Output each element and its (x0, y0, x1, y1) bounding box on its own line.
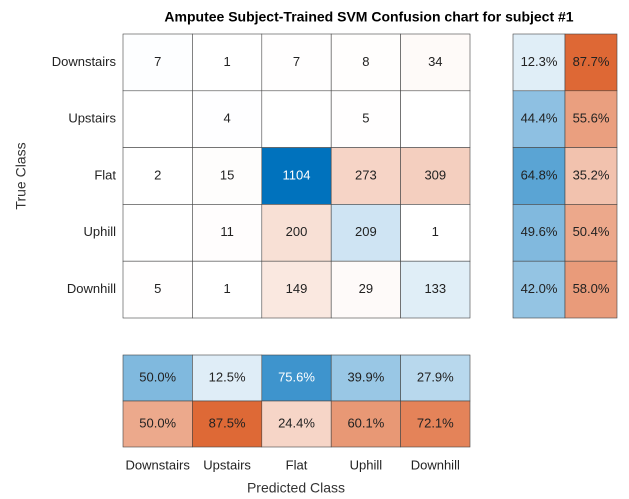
matrix-cell (261, 147, 332, 205)
column-label: Uphill (350, 457, 383, 472)
matrix-cell (400, 260, 471, 319)
column-summary-cell (192, 400, 263, 448)
cell-value: 2 (154, 167, 161, 182)
column-label: Upstairs (203, 457, 251, 472)
row-summary-label: 87.7% (573, 54, 610, 69)
cell-value: 273 (355, 167, 377, 182)
row-summary-label: 42.0% (521, 281, 558, 296)
column-summary-cell (261, 400, 332, 448)
matrix-cell (330, 260, 401, 319)
chart-title: Amputee Subject-Trained SVM Confusion ch… (164, 9, 573, 25)
matrix-cell (192, 260, 263, 319)
column-summary-label: 50.0% (139, 415, 176, 430)
row-summary-label: 58.0% (573, 281, 610, 296)
matrix-cell (192, 90, 263, 148)
column-summary-cell (330, 354, 401, 402)
matrix-cell (261, 260, 332, 319)
cell-value: 7 (154, 54, 161, 69)
cell-value: 4 (223, 111, 230, 126)
row-summary-cell (564, 90, 618, 148)
matrix-cell (261, 33, 332, 92)
column-summary-label: 50.0% (139, 369, 176, 384)
column-summary-cell (400, 354, 471, 402)
row-summary-label: 35.2% (573, 167, 610, 182)
row-label: Uphill (83, 224, 116, 239)
cell-value: 209 (355, 224, 377, 239)
column-summary-label: 12.5% (209, 369, 246, 384)
row-label: Upstairs (68, 111, 116, 126)
cell-value: 15 (220, 167, 234, 182)
cell-value: 1 (432, 224, 439, 239)
cell-value: 1 (223, 281, 230, 296)
cell-value: 29 (359, 281, 373, 296)
row-summary-label: 50.4% (573, 224, 610, 239)
column-summary-label: 39.9% (347, 369, 384, 384)
column-summary-label: 75.6% (278, 369, 315, 384)
row-label: Downstairs (52, 54, 117, 69)
row-summary-label: 49.6% (521, 224, 558, 239)
column-summary-label: 72.1% (417, 415, 454, 430)
matrix-cell (330, 33, 401, 92)
column-summary-label: 24.4% (278, 415, 315, 430)
x-axis-label: Predicted Class (247, 480, 345, 496)
column-summary-cell (122, 400, 193, 448)
matrix-cell (192, 33, 263, 92)
row-summary-cell (512, 33, 566, 92)
row-label: Flat (94, 167, 116, 182)
cell-value: 200 (286, 224, 308, 239)
row-summary-cell (564, 260, 618, 319)
row-summary-cell (564, 33, 618, 92)
row-summary-label: 64.8% (521, 167, 558, 182)
cell-value: 309 (424, 167, 446, 182)
matrix-cell (122, 147, 193, 205)
cell-value: 1 (223, 54, 230, 69)
column-summary-label: 87.5% (209, 415, 246, 430)
cell-value: 11 (220, 224, 234, 239)
matrix-cell (192, 204, 263, 262)
column-summary-cell (400, 400, 471, 448)
column-label: Flat (286, 457, 308, 472)
column-label: Downstairs (126, 457, 191, 472)
cell-value: 34 (428, 54, 442, 69)
matrix-cell (400, 33, 471, 92)
column-summary-label: 27.9% (417, 369, 454, 384)
cell-value: 8 (362, 54, 369, 69)
y-axis-label: True Class (13, 142, 29, 209)
matrix-cell (261, 204, 332, 262)
row-summary-cell (564, 147, 618, 205)
cell-value: 5 (154, 281, 161, 296)
matrix-cell (122, 260, 193, 319)
matrix-cell (330, 204, 401, 262)
cell-value: 133 (424, 281, 446, 296)
row-summary-label: 55.6% (573, 111, 610, 126)
cell-value: 1104 (283, 167, 311, 182)
matrix-cell (122, 33, 193, 92)
row-summary-cell (564, 204, 618, 262)
column-summary-label: 60.1% (347, 415, 384, 430)
cell-value: 7 (293, 54, 300, 69)
matrix-cell (400, 204, 471, 262)
matrix-cell (261, 90, 332, 148)
row-summary-label: 12.3% (521, 54, 558, 69)
row-summary-cell (512, 204, 566, 262)
cell-value: 149 (286, 281, 308, 296)
row-label: Downhill (67, 281, 116, 296)
row-summary-label: 44.4% (521, 111, 558, 126)
cell-value: 5 (362, 111, 369, 126)
matrix-cell (400, 147, 471, 205)
matrix-cell (122, 204, 193, 262)
matrix-cell (400, 90, 471, 148)
column-label: Downhill (411, 457, 460, 472)
matrix-cell (122, 90, 193, 148)
column-summary-cell (330, 400, 401, 448)
